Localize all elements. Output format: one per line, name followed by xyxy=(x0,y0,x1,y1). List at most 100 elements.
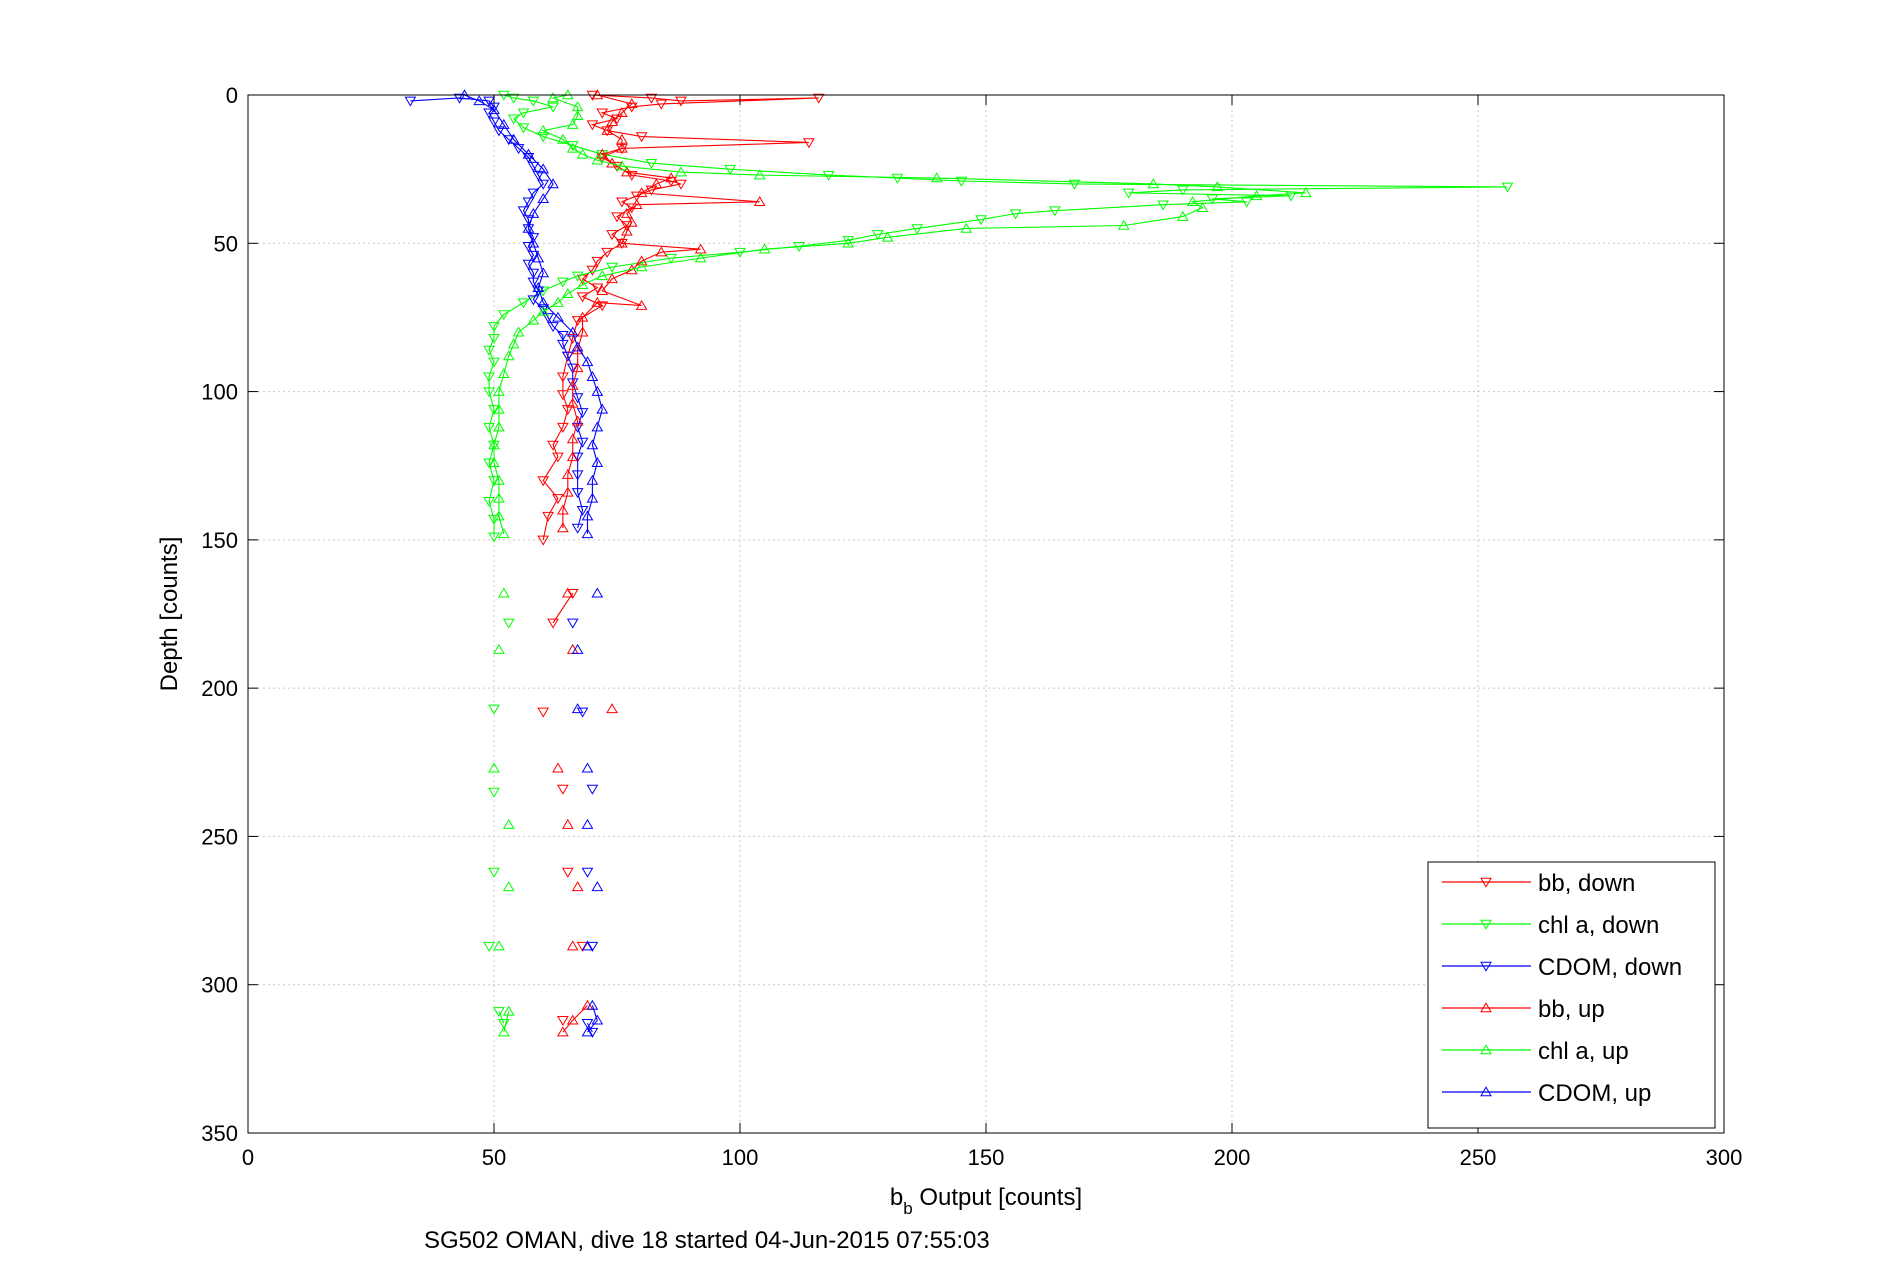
data-point-marker xyxy=(537,296,550,307)
data-point-marker xyxy=(606,230,618,241)
data-point-marker xyxy=(483,387,495,398)
data-point-marker xyxy=(493,492,505,503)
data-point-marker xyxy=(552,762,564,773)
data-point-marker xyxy=(547,92,559,103)
data-point-marker xyxy=(1250,190,1263,201)
data-point-marker xyxy=(561,351,574,362)
data-point-marker xyxy=(493,126,505,137)
data-point-marker xyxy=(571,393,584,404)
data-point-marker xyxy=(566,433,579,444)
data-point-marker xyxy=(655,246,668,257)
data-point-marker xyxy=(591,1014,604,1025)
data-point-marker xyxy=(527,233,540,244)
y-tick-label: 200 xyxy=(201,676,238,701)
data-point-marker xyxy=(611,212,623,223)
data-point-marker xyxy=(1186,196,1199,207)
data-point-marker xyxy=(1501,182,1514,193)
data-point-marker xyxy=(675,96,687,107)
data-point-marker xyxy=(571,344,584,355)
data-point-marker xyxy=(620,225,633,236)
series-line xyxy=(464,94,603,534)
legend-item: chl a, up xyxy=(1442,1038,1629,1065)
data-point-marker xyxy=(561,287,574,298)
data-point-marker xyxy=(497,118,510,129)
data-point-marker xyxy=(507,114,520,125)
data-point-marker xyxy=(596,148,609,159)
data-point-marker xyxy=(753,169,766,180)
data-point-marker xyxy=(1196,201,1209,212)
data-point-marker xyxy=(586,1027,599,1038)
data-point-marker xyxy=(557,504,569,515)
data-point-marker xyxy=(537,163,550,174)
data-point-marker xyxy=(497,368,510,379)
data-point-marker xyxy=(537,267,550,278)
legend-box xyxy=(1427,861,1716,1129)
legend: bb, down chl a, down CDOM, down bb, up chl a… xyxy=(1427,861,1716,1129)
data-point-marker xyxy=(571,422,584,433)
data-point-marker xyxy=(547,440,559,451)
data-point-marker xyxy=(566,618,579,629)
data-point-marker xyxy=(537,304,550,315)
legend-item: CDOM, down xyxy=(1442,954,1682,981)
data-point-marker xyxy=(493,1007,505,1018)
data-point-marker xyxy=(675,179,687,190)
data-point-marker xyxy=(1147,178,1160,189)
data-point-marker xyxy=(527,250,540,261)
data-point-marker xyxy=(488,117,500,128)
data-point-marker xyxy=(960,222,973,233)
x-tick-label: 0 xyxy=(242,1145,254,1170)
data-point-marker xyxy=(557,277,569,288)
data-point-marker xyxy=(601,124,614,135)
data-point-marker xyxy=(542,313,554,324)
data-point-marker xyxy=(566,142,579,153)
data-point-marker xyxy=(517,108,530,119)
data-point-marker xyxy=(576,292,589,303)
data-point-marker xyxy=(571,362,584,373)
data-point-marker xyxy=(561,486,574,497)
data-point-marker xyxy=(891,173,904,184)
data-point-marker xyxy=(566,118,579,129)
data-point-marker xyxy=(488,476,500,487)
data-point-marker xyxy=(576,311,589,322)
data-point-marker xyxy=(561,818,574,829)
data-point-marker xyxy=(635,261,648,272)
data-point-marker xyxy=(527,295,540,306)
x-tick-label: 200 xyxy=(1214,1145,1251,1170)
series-line xyxy=(542,94,819,540)
data-point-marker xyxy=(532,252,545,263)
data-point-marker xyxy=(483,422,495,433)
data-point-marker xyxy=(606,273,618,284)
data-point-marker xyxy=(1157,200,1169,211)
y-tick-label: 50 xyxy=(214,231,238,256)
data-point-marker xyxy=(586,120,599,131)
data-point-marker xyxy=(1240,197,1253,208)
data-point-marker xyxy=(502,881,515,892)
data-point-marker xyxy=(537,124,550,135)
figure-caption: SG502 OMAN, dive 18 started 04-Jun-2015 … xyxy=(424,1227,990,1254)
data-point-marker xyxy=(571,341,584,352)
legend-marker xyxy=(1480,919,1492,930)
data-point-marker xyxy=(527,96,540,107)
data-point-marker xyxy=(571,488,584,499)
data-point-marker xyxy=(512,326,525,337)
data-point-marker xyxy=(566,378,579,389)
data-point-marker xyxy=(975,215,987,226)
data-point-marker xyxy=(497,587,510,598)
data-point-marker xyxy=(483,941,495,952)
data-point-marker xyxy=(620,166,633,177)
data-point-marker xyxy=(552,296,564,307)
data-point-marker xyxy=(581,940,594,951)
data-point-marker xyxy=(537,193,550,204)
data-point-marker xyxy=(537,305,550,316)
data-point-marker xyxy=(576,326,589,337)
data-point-marker xyxy=(483,96,495,107)
data-point-marker xyxy=(502,1005,515,1016)
data-point-marker xyxy=(596,270,609,281)
data-point-marker xyxy=(488,322,500,333)
y-tick-label: 350 xyxy=(201,1121,238,1146)
x-axis-label: bb Output [counts] xyxy=(890,1184,1082,1218)
data-point-marker xyxy=(822,170,835,181)
data-point-marker xyxy=(635,132,648,143)
data-point-marker xyxy=(694,252,707,263)
data-point-marker xyxy=(1009,209,1022,220)
